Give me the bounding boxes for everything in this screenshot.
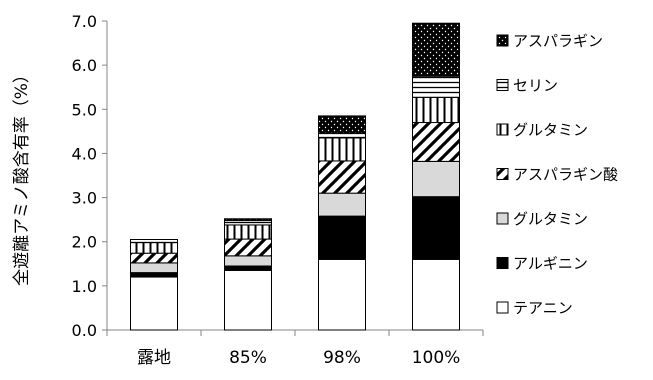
y-tick-label: 4.0: [72, 144, 97, 163]
legend-swatch: [496, 168, 509, 180]
bar-segment: [224, 265, 272, 271]
y-tick-label: 6.0: [72, 56, 97, 75]
y-tick-label: 2.0: [72, 233, 97, 252]
bar-segment: [318, 160, 366, 194]
y-tick-label: 5.0: [72, 100, 97, 119]
bar-segment: [318, 215, 366, 260]
legend-label: アスパラギン: [513, 32, 603, 50]
legend-label: セリン: [513, 77, 558, 95]
bar-segment: [412, 196, 460, 260]
y-tick-label: 3.0: [72, 189, 97, 208]
bar-segment: [224, 255, 272, 267]
bar-segment: [130, 262, 178, 274]
bar-segment: [130, 242, 178, 254]
bar-layer: [130, 22, 460, 331]
bar-segment: [318, 115, 366, 135]
bar-segment: [318, 258, 366, 331]
y-tick-label: 1.0: [72, 277, 97, 296]
bar-segment: [224, 220, 272, 226]
legend-label: アルギニン: [513, 255, 588, 273]
legend-swatch: [496, 301, 509, 314]
legend-swatch: [496, 212, 509, 225]
bar-segment: [224, 224, 272, 240]
bar-segment: [412, 75, 460, 98]
legend-swatch: [496, 257, 509, 269]
bar-segment: [130, 252, 178, 264]
axis-layer: 0.0 1.0 2.0 3.0 4.0 5.0 6.0 7.0 露地 85% 98% 100%: [72, 12, 484, 368]
bar-segment: [130, 276, 178, 331]
bar-segment: [412, 160, 460, 198]
bar-segment: [412, 22, 460, 77]
legend-label: テアニン: [513, 299, 573, 317]
y-axis-label: 全遊離アミノ酸含有率（%）: [12, 66, 32, 286]
bar-segment: [318, 137, 366, 162]
bar-segment: [130, 239, 178, 244]
y-tick-label: 7.0: [72, 12, 97, 31]
bar-segment: [224, 218, 272, 222]
bar-segment: [412, 258, 460, 331]
bar-segment: [318, 133, 366, 139]
bar-segment: [130, 272, 178, 278]
bar-segment: [412, 122, 460, 162]
x-tick-label: 露地: [137, 348, 171, 368]
bar-segment: [412, 96, 460, 124]
bar-segment: [224, 238, 272, 257]
y-tick-label: 0.0: [72, 321, 97, 340]
x-tick-label: 100%: [412, 348, 461, 368]
legend-swatch: [496, 34, 509, 47]
legend-swatch: [496, 79, 509, 91]
legend-swatch: [496, 123, 509, 136]
x-tick-label: 98%: [323, 348, 361, 368]
bar-segment: [224, 269, 272, 331]
bar-segment: [318, 192, 366, 217]
legend-label: アスパラギン酸: [513, 166, 618, 184]
legend-label: グルタミン: [513, 121, 588, 139]
x-tick-label: 85%: [229, 348, 267, 368]
legend-label: グルタミン: [513, 210, 588, 228]
